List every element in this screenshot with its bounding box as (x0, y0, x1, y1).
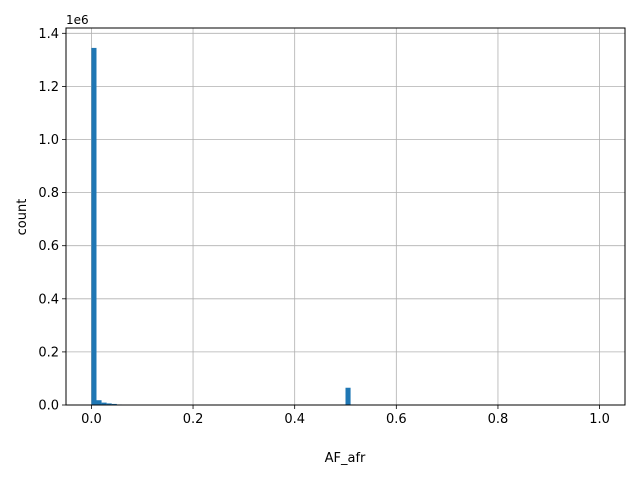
y-axis-offset-label: 1e6 (66, 13, 89, 27)
y-tick-label: 0.0 (38, 399, 59, 414)
y-tick-label: 0.4 (38, 292, 59, 307)
x-axis-label: AF_afr (325, 451, 366, 466)
y-axis-label: count (15, 199, 30, 236)
histogram-bar (96, 400, 101, 405)
x-tick-label: 0.2 (183, 412, 204, 427)
x-tick-label: 1.0 (589, 412, 610, 427)
histogram-bar (346, 388, 351, 405)
y-tick-label: 0.6 (38, 239, 59, 254)
y-tick-label: 1.2 (38, 80, 59, 95)
x-tick-label: 0.4 (284, 412, 305, 427)
histogram-bar (91, 48, 96, 405)
x-tick-label: 0.0 (81, 412, 102, 427)
y-tick-label: 0.8 (38, 186, 59, 201)
x-tick-label: 0.6 (386, 412, 407, 427)
y-tick-label: 1.0 (38, 133, 59, 148)
y-tick-label: 0.2 (38, 345, 59, 360)
x-tick-label: 0.8 (488, 412, 509, 427)
y-tick-label: 1.4 (38, 27, 59, 42)
